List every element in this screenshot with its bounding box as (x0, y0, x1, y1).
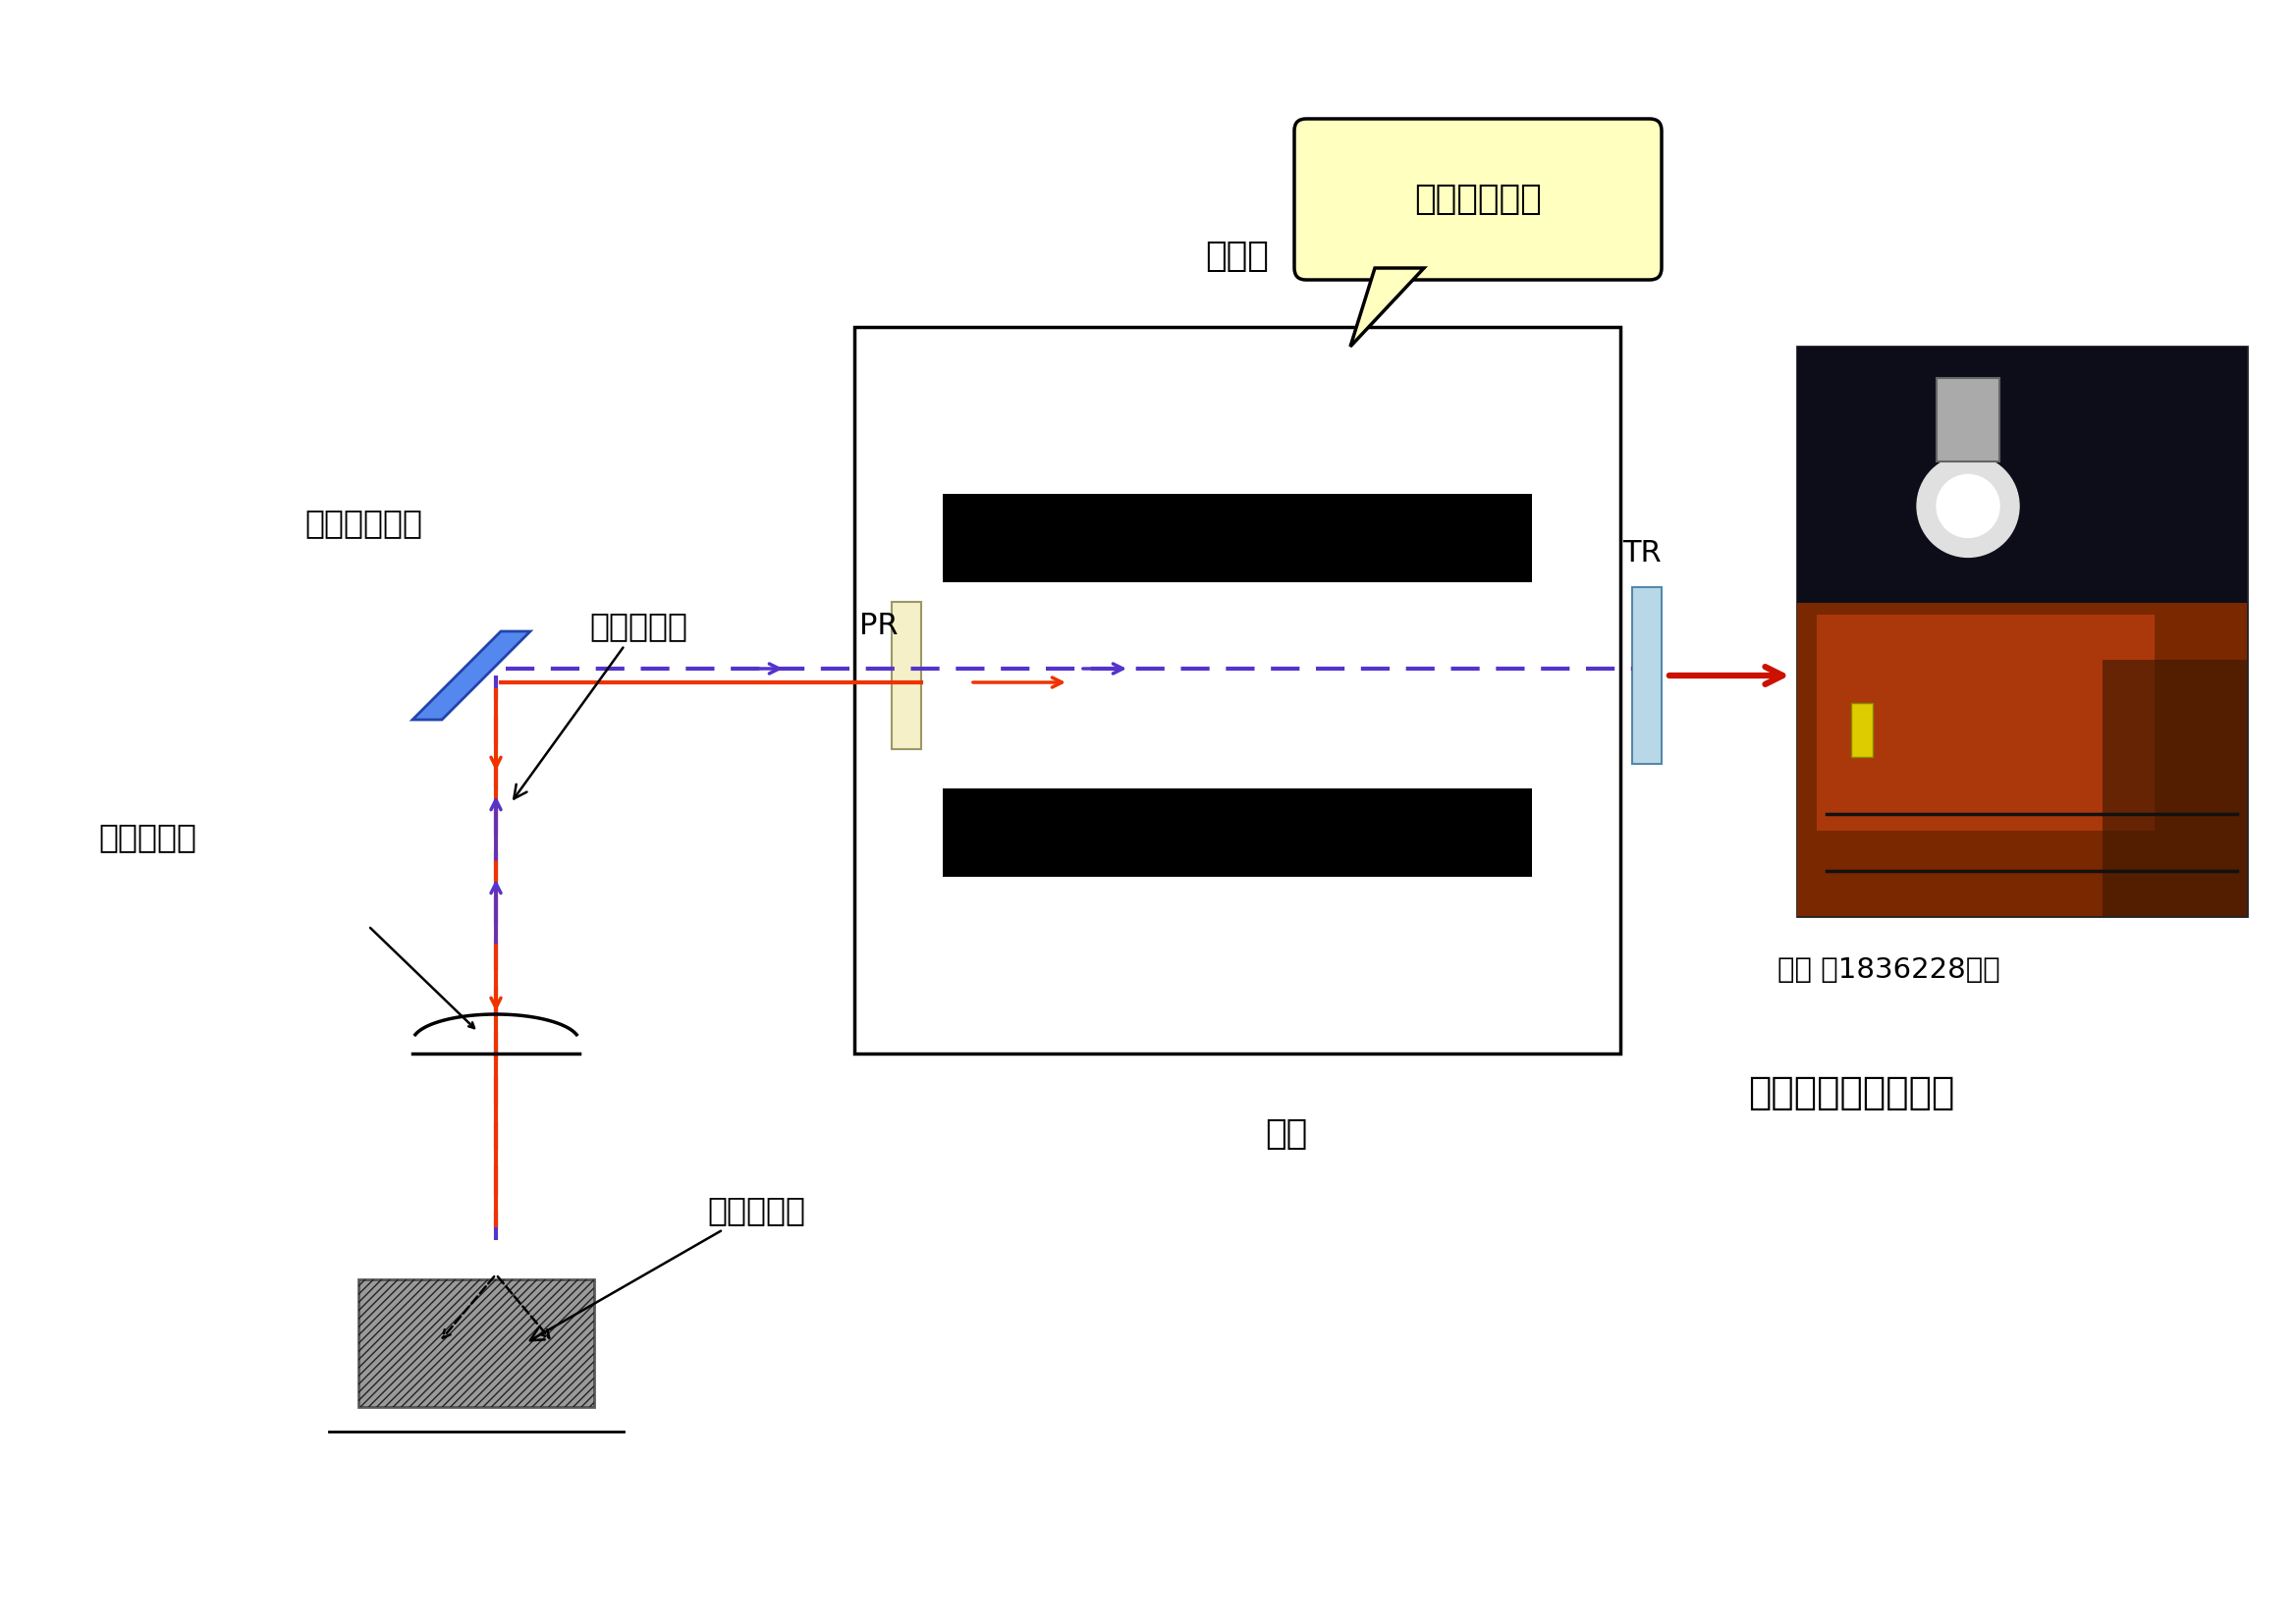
Text: TR: TR (1623, 539, 1662, 566)
Text: ベンドミラー: ベンドミラー (305, 506, 422, 539)
Text: 電極: 電極 (1265, 1117, 1309, 1151)
Text: PR: PR (859, 612, 898, 641)
Bar (1798, 347, 2248, 602)
Bar (944, 789, 1531, 876)
Text: 高速パワーセンサー: 高速パワーセンサー (1747, 1074, 1954, 1112)
Polygon shape (413, 631, 530, 719)
Polygon shape (1350, 268, 1424, 347)
Bar (854, 326, 1621, 1053)
Bar (1851, 703, 1874, 756)
Bar (358, 1279, 595, 1407)
Text: 照射ビーム: 照射ビーム (99, 821, 197, 854)
Text: 特許 第1836228号他: 特許 第1836228号他 (1777, 956, 2000, 984)
Bar (1936, 378, 2000, 463)
Text: 発振器: 発振器 (1205, 240, 1270, 273)
FancyBboxPatch shape (1295, 118, 1662, 279)
Circle shape (1936, 474, 2000, 537)
Bar (1632, 588, 1662, 764)
Text: 反射ビーム: 反射ビーム (514, 610, 687, 799)
Bar (2103, 661, 2248, 915)
Bar (358, 1279, 595, 1407)
Text: 高反射材料: 高反射材料 (530, 1195, 806, 1341)
Bar (891, 602, 921, 750)
Circle shape (1917, 454, 2018, 557)
Bar (944, 493, 1531, 583)
Text: 出力一定制御: 出力一定制御 (1414, 183, 1541, 216)
Bar (1798, 602, 2248, 915)
Bar (1798, 347, 2248, 915)
Bar (1816, 613, 2154, 831)
